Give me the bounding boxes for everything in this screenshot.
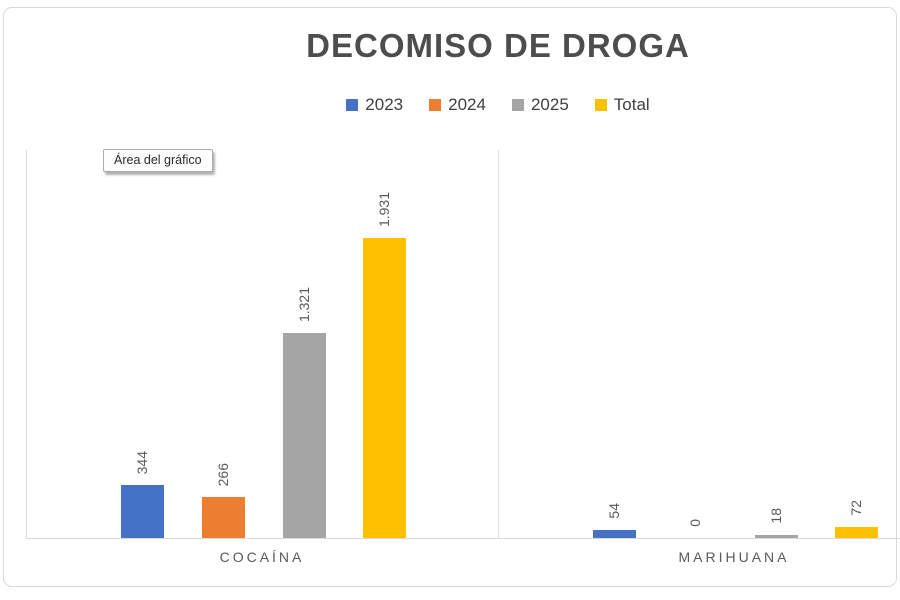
legend-marker-2024 <box>429 99 442 111</box>
legend-label: 2024 <box>448 95 486 114</box>
legend-marker-2025 <box>511 99 524 111</box>
bar-2023-marihuana[interactable] <box>592 530 636 538</box>
bar-2025-cocaina[interactable] <box>282 333 326 538</box>
legend: 2023 2024 2025 Total <box>26 92 900 118</box>
data-label: 0 <box>687 519 703 527</box>
data-label: 344 <box>134 450 150 474</box>
legend-label: 2025 <box>530 95 569 114</box>
legend-item-2025[interactable]: 2025 <box>511 95 569 115</box>
bar-2025-marihuana[interactable] <box>754 535 798 538</box>
legend-marker-2023 <box>346 99 359 111</box>
data-label: 266 <box>215 462 231 486</box>
legend-label: Total <box>613 95 650 114</box>
category-label-marihuana: MARIHUANA <box>678 549 790 565</box>
category-label-cocaina: COCAÍNA <box>219 549 305 565</box>
bar-total-cocaina[interactable] <box>362 238 406 538</box>
bar-total-marihuana[interactable] <box>834 527 878 538</box>
data-label: 72 <box>848 500 864 516</box>
legend-marker-total <box>594 99 607 111</box>
chart-title[interactable]: DECOMISO DE DROGA <box>306 27 690 64</box>
data-label: 1.321 <box>296 286 312 322</box>
legend-label: 2023 <box>365 95 404 114</box>
legend-item-2024[interactable]: 2024 <box>429 95 486 115</box>
bar-2023-cocaina[interactable] <box>120 485 164 538</box>
data-label: 18 <box>768 508 784 524</box>
legend-item-2023[interactable]: 2023 <box>346 95 403 115</box>
data-label: 54 <box>606 503 622 519</box>
data-label: 1.931 <box>376 191 392 227</box>
bar-2024-cocaina[interactable] <box>201 497 245 538</box>
legend-item-total[interactable]: Total <box>594 95 650 115</box>
category-divider-line <box>498 150 499 538</box>
chart-area-tooltip: Área del gráfico <box>103 149 213 172</box>
plot-area[interactable]: 344 266 1.321 1.931 54 0 18 72 <box>26 150 900 539</box>
chart-area-border <box>3 7 897 587</box>
